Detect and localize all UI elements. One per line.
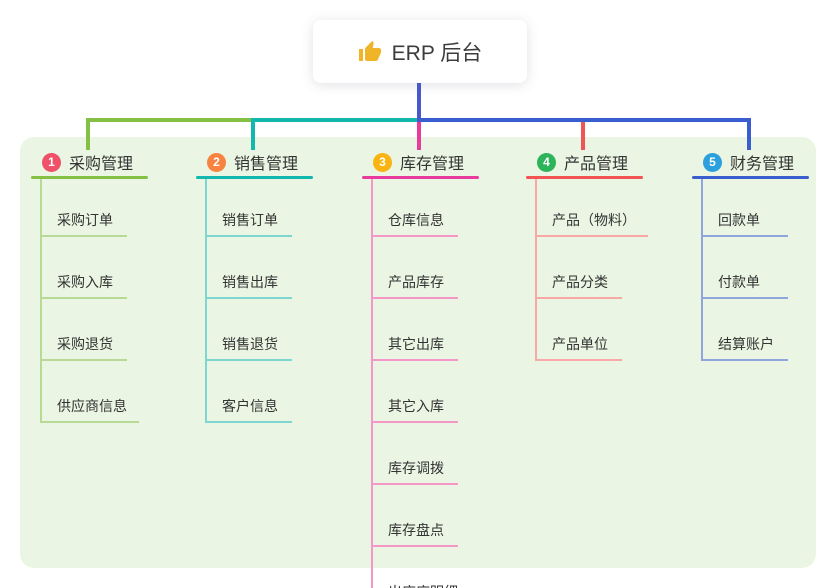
sub-item[interactable]: 客户信息 (207, 361, 292, 423)
sub-item[interactable]: 产品单位 (537, 299, 622, 361)
sub-item[interactable]: 供应商信息 (42, 361, 139, 423)
branch-underline (362, 176, 479, 179)
branch-title: 财务管理 (730, 156, 795, 173)
thumbs-up-icon (358, 40, 382, 64)
branch-header[interactable]: 5 财务管理 (692, 148, 809, 176)
branch-title: 销售管理 (234, 156, 299, 173)
branch-title: 采购管理 (69, 156, 134, 173)
branch-number-badge: 2 (207, 152, 226, 172)
sub-item[interactable]: 其它入库 (373, 361, 458, 423)
root-title: ERP 后台 (391, 41, 483, 65)
branch-connector-horizontal (417, 118, 751, 122)
sub-item[interactable]: 采购入库 (42, 237, 127, 299)
branch-sub-list: 仓库信息产品库存其它出库其它入库库存调拨库存盘点出库库明细 (371, 179, 470, 588)
branch-3: 3 库存管理 仓库信息产品库存其它出库其它入库库存调拨库存盘点出库库明细 (362, 148, 479, 588)
branch-sub-list: 采购订单 采购入库 采购退货 供应商信息 (40, 179, 139, 423)
branch-4: 4 产品管理 产品（物料） 产品分类 产品单位 (526, 148, 648, 361)
sub-item[interactable]: 产品分类 (537, 237, 622, 299)
sub-item[interactable]: 产品（物料） (537, 179, 648, 237)
branch-header[interactable]: 1 采购管理 (31, 148, 148, 176)
branch-number-badge: 5 (703, 152, 722, 172)
branch-5: 5 财务管理 回款单 付款单 结算账户 (692, 148, 809, 361)
branch-sub-list: 销售订单 销售出库 销售退货 客户信息 (205, 179, 292, 423)
branch-underline (692, 176, 809, 179)
sub-item[interactable]: 采购退货 (42, 299, 127, 361)
branch-1: 1 采购管理 采购订单 采购入库 采购退货 供应商信息 (31, 148, 148, 423)
branch-header[interactable]: 2 销售管理 (196, 148, 313, 176)
branch-connector-drop (581, 118, 585, 150)
branch-sub-list: 产品（物料） 产品分类 产品单位 (535, 179, 648, 361)
sub-item[interactable]: 其它出库 (373, 299, 458, 361)
branch-number-badge: 4 (537, 152, 556, 172)
branch-2: 2 销售管理 销售订单 销售出库 销售退货 客户信息 (196, 148, 313, 423)
branch-connector-horizontal (251, 118, 421, 122)
branch-connector-drop (417, 118, 421, 150)
branch-connector-drop (747, 118, 751, 150)
branch-sub-list: 回款单 付款单 结算账户 (701, 179, 788, 361)
sub-item[interactable]: 库存调拨 (373, 423, 458, 485)
sub-item[interactable]: 库存盘点 (373, 485, 458, 547)
sub-item[interactable]: 付款单 (703, 237, 788, 299)
root-connector-vertical (417, 83, 421, 122)
branch-title: 库存管理 (400, 156, 465, 173)
sub-item[interactable]: 出库库明细 (373, 547, 470, 588)
sub-item[interactable]: 销售出库 (207, 237, 292, 299)
sub-item[interactable]: 结算账户 (703, 299, 788, 361)
branch-header[interactable]: 4 产品管理 (526, 148, 648, 176)
branch-underline (31, 176, 148, 179)
branch-title: 产品管理 (564, 156, 629, 173)
branch-header[interactable]: 3 库存管理 (362, 148, 479, 176)
sub-item[interactable]: 产品库存 (373, 237, 458, 299)
sub-item[interactable]: 销售订单 (207, 179, 292, 237)
branch-underline (526, 176, 643, 179)
branch-connector-drop (86, 118, 90, 150)
background-panel (20, 137, 816, 568)
sub-item[interactable]: 销售退货 (207, 299, 292, 361)
branch-underline (196, 176, 313, 179)
sub-item[interactable]: 采购订单 (42, 179, 127, 237)
branch-number-badge: 3 (373, 152, 392, 172)
root-node[interactable]: ERP 后台 (313, 20, 527, 83)
sub-item[interactable]: 仓库信息 (373, 179, 458, 237)
branch-number-badge: 1 (42, 152, 61, 172)
sub-item[interactable]: 回款单 (703, 179, 788, 237)
branch-connector-drop (251, 118, 255, 150)
